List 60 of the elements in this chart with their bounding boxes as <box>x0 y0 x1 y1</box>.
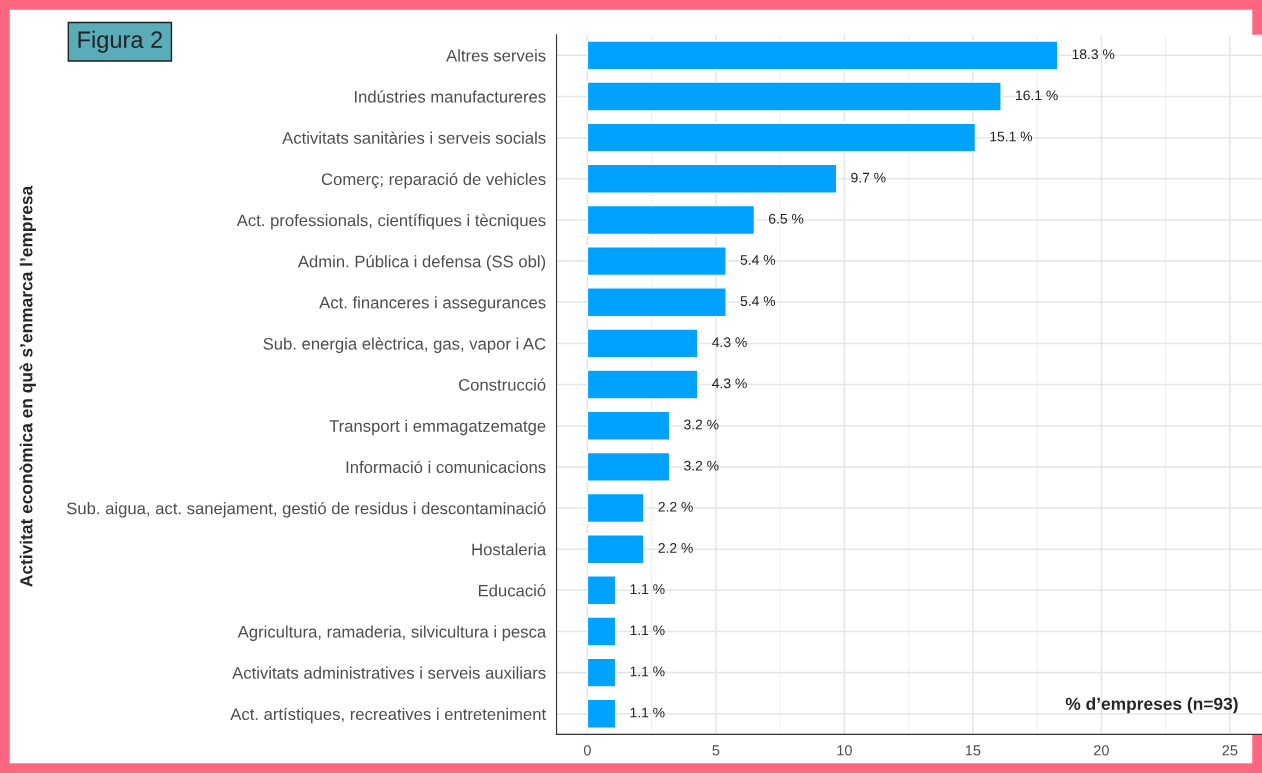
data-label: 2.2 % <box>658 501 693 512</box>
data-label: 5.4 % <box>740 296 776 306</box>
y-tick-label: Comerç; reparació de vehicles <box>321 172 546 189</box>
y-tick-label: Sub. aigua, act. sanejament, gestió de residus i descontaminació <box>67 501 546 518</box>
bar <box>586 81 1002 112</box>
y-tick-label: Informació i comunicacions <box>346 460 546 474</box>
bar <box>586 534 645 565</box>
data-label: 6.5 % <box>769 213 804 224</box>
data-label: 1.1 % <box>630 625 665 636</box>
data-label: 4.3 % <box>712 378 747 389</box>
bar <box>586 246 727 277</box>
y-tick-label: Indústries manufactureres <box>355 90 546 103</box>
y-tick-label: Act. professionals, científiques i tècniques <box>236 213 546 230</box>
bar <box>586 657 617 688</box>
y-tick-label: Activitats administratives i serveis auxiliars <box>232 666 546 679</box>
bar <box>586 575 617 606</box>
data-label: 9.7 % <box>851 172 886 183</box>
bar <box>586 40 1059 71</box>
data-label: 3.2 % <box>684 419 719 430</box>
y-tick-label: Act. financeres i assegurances <box>319 296 546 312</box>
y-tick-label: Altres serveis <box>446 49 546 62</box>
bar <box>586 122 977 153</box>
bar <box>586 616 617 647</box>
data-label: 18.3 % <box>1072 49 1115 60</box>
data-label: 3.2 % <box>684 460 719 471</box>
x-tick-label: 20 <box>1093 745 1109 756</box>
y-tick-label: Activitats sanitàries i serveis socials <box>282 131 546 144</box>
annotation: % d’empreses (n=93) <box>1065 697 1238 714</box>
y-tick-label: Agricultura, ramaderia, silvicultura i pesca <box>237 625 547 641</box>
y-tick-label: Construcció <box>458 378 546 391</box>
data-label: 4.3 % <box>712 337 747 348</box>
bar <box>586 328 699 359</box>
y-tick-label: Transport i emmagatzematge <box>329 419 546 436</box>
data-label: 1.1 % <box>630 584 665 594</box>
y-tick-label: Hostaleria <box>472 543 547 556</box>
y-axis-title: Activitat econòmica en què s’enmarca l’empresa <box>19 185 36 587</box>
y-tick-label: Sub. energia elèctrica, gas, vapor i AC <box>263 337 546 354</box>
y-tick-label: Admin. Pública i defensa (SS obl) <box>297 254 546 271</box>
text: Figura 2 <box>78 30 163 53</box>
bar <box>586 163 838 194</box>
bar <box>586 410 671 441</box>
y-tick-label: Act. artístiques, recreatives i entreteniment <box>230 707 547 724</box>
bar <box>586 369 699 400</box>
x-tick-label: 10 <box>837 745 852 756</box>
data-label: 15.1 % <box>990 131 1033 142</box>
data-label: 1.1 % <box>630 707 665 718</box>
bar <box>586 492 645 524</box>
data-label: 16.1 % <box>1016 90 1058 101</box>
bar <box>586 287 727 318</box>
y-tick-label: Educació <box>478 584 546 597</box>
x-tick-label: 5 <box>712 745 720 756</box>
data-label: 5.4 % <box>740 255 776 265</box>
bar <box>586 698 617 729</box>
bar <box>586 451 671 482</box>
x-tick-label: 15 <box>965 745 981 756</box>
data-label: 2.2 % <box>658 543 693 553</box>
x-tick-label: 25 <box>1222 745 1238 756</box>
bar <box>586 204 756 236</box>
x-tick-label: 0 <box>583 745 591 756</box>
data-label: 1.1 % <box>630 666 665 677</box>
